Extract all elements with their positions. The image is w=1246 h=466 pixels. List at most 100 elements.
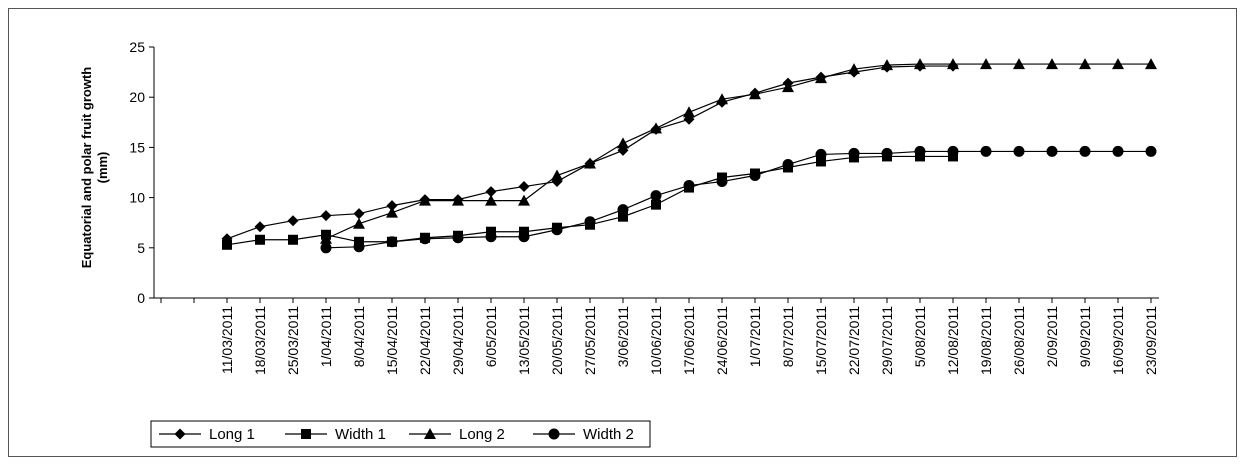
- x-tick-label: 8/07/2011: [780, 306, 796, 367]
- data-point-long-2: [518, 194, 530, 206]
- data-point-long-2: [452, 194, 464, 206]
- x-tick-label: 6/05/2011: [483, 306, 499, 367]
- data-point-long-2: [914, 58, 926, 70]
- data-point-long-2: [419, 194, 431, 206]
- x-tick-label: 11/03/2011: [219, 306, 235, 374]
- y-tick-label: 25: [129, 39, 145, 55]
- data-point-long-2: [716, 93, 728, 105]
- x-tick-label: 23/09/2011: [1143, 306, 1159, 375]
- data-point-width-2: [881, 147, 893, 159]
- legend-label-long-1: Long 1: [209, 426, 255, 443]
- data-point-width-2: [749, 170, 761, 182]
- data-point-width-1: [222, 239, 232, 250]
- data-point-width-1: [651, 199, 661, 210]
- data-point-long-2: [947, 58, 959, 70]
- series-line-width-1: [226, 155, 953, 246]
- data-point-width-1: [618, 211, 628, 222]
- data-point-width-2: [551, 224, 563, 236]
- data-point-long-2: [650, 122, 662, 134]
- data-point-width-2: [815, 148, 827, 160]
- legend-marker-width-1: [301, 429, 311, 439]
- legend-label-width-2: Width 2: [583, 426, 634, 443]
- data-point-long-2: [1145, 58, 1157, 70]
- series-line-long-2: [325, 63, 1151, 240]
- data-point-width-2: [518, 231, 530, 243]
- legend-marker-long-1: [174, 428, 186, 440]
- data-point-long-1: [353, 208, 365, 220]
- data-point-long-2: [683, 106, 695, 118]
- data-point-long-1: [518, 181, 530, 193]
- data-point-width-2: [353, 241, 365, 253]
- y-axis-label: Equatorial and polar fruit growth: [79, 67, 94, 269]
- data-point-width-2: [980, 145, 992, 157]
- x-tick-label: 9/09/2011: [1077, 306, 1093, 367]
- data-point-width-2: [914, 145, 926, 157]
- data-point-width-2: [452, 232, 464, 244]
- data-point-width-2: [1013, 145, 1025, 157]
- legend-label-long-2: Long 2: [459, 426, 505, 443]
- data-point-long-2: [320, 232, 332, 244]
- x-tick-label: 17/06/2011: [681, 306, 697, 375]
- data-point-long-2: [815, 72, 827, 84]
- data-point-long-2: [386, 206, 398, 218]
- data-point-width-2: [485, 231, 497, 243]
- x-tick-label: 1/04/2011: [318, 306, 334, 367]
- legend-label-width-1: Width 1: [335, 426, 386, 443]
- data-point-long-2: [485, 194, 497, 206]
- data-point-width-2: [716, 176, 728, 188]
- y-tick-label: 0: [137, 290, 145, 306]
- series-line-long-1: [226, 65, 953, 240]
- data-point-width-2: [1145, 145, 1157, 157]
- y-tick-label: 15: [129, 139, 145, 155]
- y-tick-label: 20: [129, 89, 145, 105]
- x-tick-label: 2/09/2011: [1044, 306, 1060, 367]
- data-point-width-2: [683, 180, 695, 192]
- data-point-long-2: [782, 81, 794, 93]
- x-tick-label: 1/07/2011: [747, 306, 763, 367]
- data-point-width-1: [255, 234, 265, 245]
- data-point-long-2: [881, 59, 893, 71]
- data-point-long-1: [485, 186, 497, 198]
- data-point-long-1: [287, 215, 299, 227]
- x-tick-label: 15/07/2011: [813, 306, 829, 375]
- data-point-long-2: [551, 169, 563, 181]
- data-point-width-2: [1112, 145, 1124, 157]
- y-tick-label: 10: [129, 190, 145, 206]
- data-point-long-2: [749, 88, 761, 100]
- data-point-long-2: [1079, 58, 1091, 70]
- data-point-long-2: [617, 137, 629, 149]
- legend-marker-width-2: [548, 428, 560, 440]
- x-tick-label: 29/04/2011: [450, 306, 466, 375]
- x-tick-label: 15/04/2011: [384, 306, 400, 375]
- data-point-width-2: [584, 216, 596, 228]
- y-tick-label: 5: [137, 240, 145, 256]
- y-axis-label: (mm): [95, 152, 110, 184]
- x-tick-label: 16/09/2011: [1110, 306, 1126, 375]
- data-point-width-1: [288, 234, 298, 245]
- x-tick-label: 18/03/2011: [252, 306, 268, 375]
- x-tick-label: 29/07/2011: [879, 306, 895, 375]
- data-point-long-2: [848, 63, 860, 75]
- x-tick-label: 22/04/2011: [417, 306, 433, 375]
- x-tick-label: 22/07/2011: [846, 306, 862, 375]
- data-point-long-2: [1046, 58, 1058, 70]
- data-point-long-2: [584, 157, 596, 169]
- data-point-long-2: [1112, 58, 1124, 70]
- data-point-long-2: [353, 217, 365, 229]
- x-tick-label: 19/08/2011: [978, 306, 994, 375]
- data-point-width-2: [1079, 145, 1091, 157]
- data-point-long-1: [254, 221, 266, 233]
- data-point-width-2: [782, 158, 794, 170]
- x-tick-label: 13/05/2011: [516, 306, 532, 375]
- data-point-width-2: [386, 236, 398, 248]
- x-tick-label: 5/08/2011: [912, 306, 928, 367]
- x-tick-label: 8/04/2011: [351, 306, 367, 367]
- data-point-width-2: [419, 233, 431, 245]
- x-tick-label: 26/08/2011: [1011, 306, 1027, 375]
- data-point-width-2: [848, 147, 860, 159]
- legend-marker-long-2: [424, 428, 436, 439]
- x-tick-label: 3/06/2011: [615, 306, 631, 367]
- data-point-width-2: [617, 204, 629, 216]
- data-point-long-1: [320, 210, 332, 222]
- data-point-long-2: [1013, 58, 1025, 70]
